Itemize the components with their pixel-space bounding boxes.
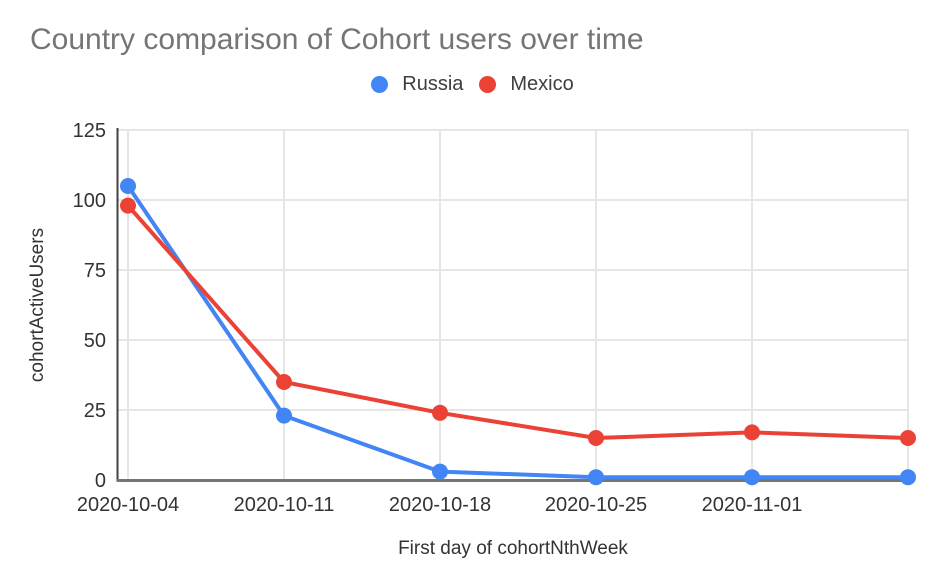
x-tick-label: 2020-10-25 xyxy=(545,494,647,516)
x-tick-label: 2020-11-01 xyxy=(702,494,803,516)
x-tick-label: 2020-10-11 xyxy=(234,494,335,516)
y-tick-label: 0 xyxy=(95,470,106,492)
legend-dot-icon xyxy=(479,75,497,93)
legend-item-mexico: Mexico xyxy=(479,72,574,96)
data-point-russia xyxy=(744,469,760,486)
legend: Russia Mexico xyxy=(0,72,945,96)
data-point-russia xyxy=(900,469,916,486)
y-tick-label: 50 xyxy=(84,330,106,352)
legend-item-russia: Russia xyxy=(371,73,463,96)
data-point-mexico xyxy=(588,430,604,446)
data-point-mexico xyxy=(432,404,448,421)
legend-item-label: Russia xyxy=(402,72,464,95)
x-axis-title: First day of cohortNthWeek xyxy=(398,538,628,559)
data-point-mexico xyxy=(900,430,916,446)
data-point-mexico xyxy=(744,424,760,441)
data-point-mexico xyxy=(276,374,292,390)
y-tick-label: 25 xyxy=(84,400,106,422)
legend-item-label: Mexico xyxy=(510,72,574,95)
series-line-russia xyxy=(126,184,910,480)
x-tick-label: 2020-10-18 xyxy=(389,494,491,516)
data-point-russia xyxy=(276,407,292,424)
y-tick-label: 125 xyxy=(73,120,106,142)
data-point-russia xyxy=(120,178,136,194)
y-tick-label: 75 xyxy=(84,260,106,282)
data-point-mexico xyxy=(120,197,136,214)
legend-dot-icon xyxy=(371,75,389,93)
data-point-russia xyxy=(432,463,448,480)
x-tick-label: 2020-10-04 xyxy=(77,494,179,516)
y-axis-title: cohortActiveUsers xyxy=(27,227,48,383)
chart-title: Country comparison of Cohort users over … xyxy=(30,23,644,56)
series-line-mexico xyxy=(126,203,910,440)
data-point-russia xyxy=(588,469,604,486)
y-tick-label: 100 xyxy=(73,190,106,212)
